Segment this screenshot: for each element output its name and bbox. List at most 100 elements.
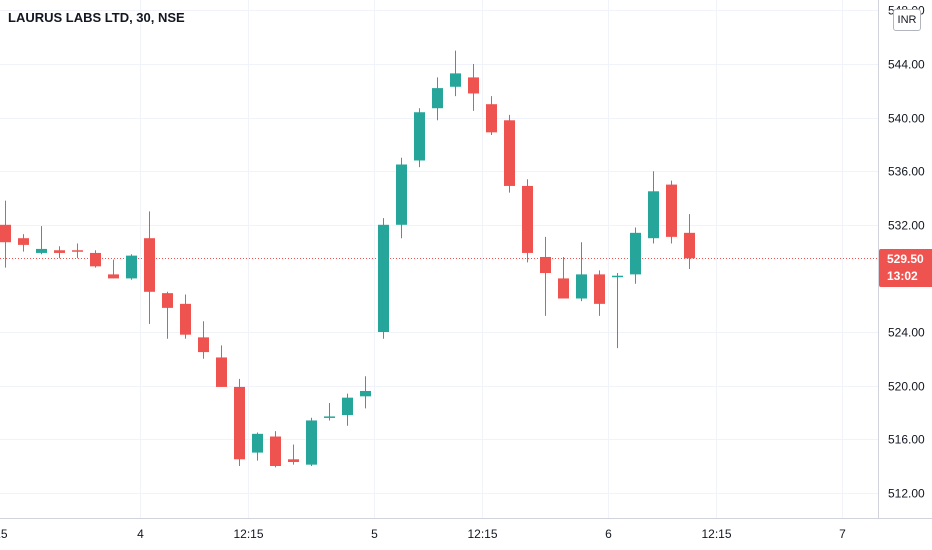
candle[interactable] xyxy=(432,77,443,121)
currency-button[interactable]: INR xyxy=(893,9,921,31)
candle[interactable] xyxy=(18,234,29,252)
candle[interactable] xyxy=(288,444,299,465)
candle-body xyxy=(378,224,389,332)
candle-body xyxy=(396,164,407,225)
candle[interactable] xyxy=(594,270,605,316)
time-tick-label: 6 xyxy=(605,527,612,541)
candle-body xyxy=(162,293,173,308)
candle-body xyxy=(252,433,263,453)
candle-body xyxy=(630,232,641,275)
candle-body xyxy=(666,184,677,237)
candle[interactable] xyxy=(378,218,389,339)
candle[interactable] xyxy=(180,294,191,339)
candle-body xyxy=(54,250,65,253)
time-tick-label: 12:15 xyxy=(467,527,497,541)
candle-body xyxy=(342,397,353,416)
last-price-label: 529.50 13:02 xyxy=(879,248,932,287)
candle-body xyxy=(450,73,461,87)
price-tick-label: 516.00 xyxy=(888,433,925,447)
candle-body xyxy=(648,191,659,239)
candle-body xyxy=(594,274,605,304)
time-tick-label: 12:15 xyxy=(0,527,8,541)
candle[interactable] xyxy=(558,256,569,299)
candle-body xyxy=(486,104,497,133)
candle-body xyxy=(522,185,533,253)
candle[interactable] xyxy=(666,180,677,244)
candle-body xyxy=(270,436,281,466)
candle[interactable] xyxy=(324,403,335,421)
candle[interactable] xyxy=(54,246,65,259)
grid-lines xyxy=(0,0,878,518)
candle-body xyxy=(18,238,29,245)
price-tick-label: 512.00 xyxy=(888,487,925,501)
candle-body xyxy=(180,303,191,335)
candle[interactable] xyxy=(252,432,263,461)
candle[interactable] xyxy=(270,431,281,468)
candle[interactable] xyxy=(360,376,371,409)
candle[interactable] xyxy=(576,242,587,302)
candle[interactable] xyxy=(468,64,479,111)
time-tick-label: 12:15 xyxy=(701,527,731,541)
time-tick-label: 7 xyxy=(839,527,846,541)
candle[interactable] xyxy=(216,345,227,387)
candle-body xyxy=(108,274,119,279)
candle-body xyxy=(36,248,47,253)
candle[interactable] xyxy=(648,171,659,244)
price-tick-label: 524.00 xyxy=(888,326,925,340)
last-price-value: 529.50 xyxy=(887,251,924,266)
candle-body xyxy=(504,120,515,186)
candle[interactable] xyxy=(36,226,47,255)
candle-body xyxy=(612,275,623,278)
candle[interactable] xyxy=(72,243,83,259)
candle[interactable] xyxy=(198,321,209,359)
time-axis[interactable]: 12:15 4 12:15 5 12:15 6 12:15 7 xyxy=(0,527,846,541)
time-tick-label: 5 xyxy=(371,527,378,541)
time-tick-label: 12:15 xyxy=(233,527,263,541)
candle[interactable] xyxy=(540,236,551,316)
candle[interactable] xyxy=(684,214,695,270)
candle[interactable] xyxy=(612,273,623,349)
price-tick-label: 520.00 xyxy=(888,380,925,394)
price-tick-label: 544.00 xyxy=(888,58,925,72)
candle-body xyxy=(72,250,83,252)
price-axis[interactable]: 548.00544.00540.00536.00532.00524.00520.… xyxy=(888,4,925,501)
candle[interactable] xyxy=(342,393,353,426)
candle[interactable] xyxy=(486,96,497,136)
price-tick-label: 532.00 xyxy=(888,219,925,233)
candle-body xyxy=(360,390,371,397)
candle[interactable] xyxy=(0,200,11,268)
candle[interactable] xyxy=(450,50,461,97)
candle-body xyxy=(324,416,335,418)
candle-body xyxy=(234,386,245,460)
candle-body xyxy=(414,112,425,161)
candle[interactable] xyxy=(414,108,425,168)
candle[interactable] xyxy=(522,179,533,263)
candle[interactable] xyxy=(126,254,137,280)
candle[interactable] xyxy=(162,291,173,339)
candle[interactable] xyxy=(396,157,407,239)
candle[interactable] xyxy=(306,417,317,466)
candle[interactable] xyxy=(630,227,641,284)
candle-body xyxy=(90,252,101,267)
candle[interactable] xyxy=(504,114,515,193)
candle[interactable] xyxy=(234,378,245,466)
candle-body xyxy=(432,88,443,109)
candle-body xyxy=(288,459,299,462)
candle-body xyxy=(306,420,317,465)
axes xyxy=(0,0,932,519)
chart-title: LAURUS LABS LTD, 30, NSE xyxy=(8,10,185,25)
candle[interactable] xyxy=(90,250,101,268)
candle-body xyxy=(0,224,11,243)
candle-body xyxy=(558,278,569,299)
price-tick-label: 540.00 xyxy=(888,112,925,126)
price-tick-label: 536.00 xyxy=(888,165,925,179)
candle-body xyxy=(126,255,137,279)
candle[interactable] xyxy=(108,259,119,279)
candle-body xyxy=(684,232,695,259)
candles[interactable] xyxy=(0,50,695,468)
candle[interactable] xyxy=(144,211,155,324)
candle-body xyxy=(468,77,479,94)
candle-body xyxy=(576,274,587,299)
candle-body xyxy=(144,238,155,292)
